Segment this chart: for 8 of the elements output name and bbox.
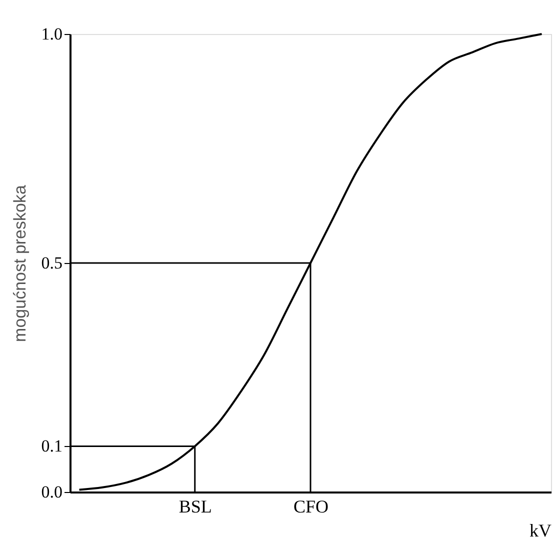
y-tick-label: 0.5 bbox=[41, 254, 62, 272]
y-tick-label: 0.0 bbox=[41, 482, 62, 502]
x-tick-label: CFO bbox=[293, 496, 329, 516]
x-axis-title: kV bbox=[530, 520, 552, 540]
y-tick-label: 0.1 bbox=[41, 436, 62, 456]
y-tick-label: 1.0 bbox=[41, 24, 62, 44]
y-axis-title: mogućnost preskoka bbox=[10, 184, 30, 342]
x-tick-label: BSL bbox=[178, 496, 212, 516]
